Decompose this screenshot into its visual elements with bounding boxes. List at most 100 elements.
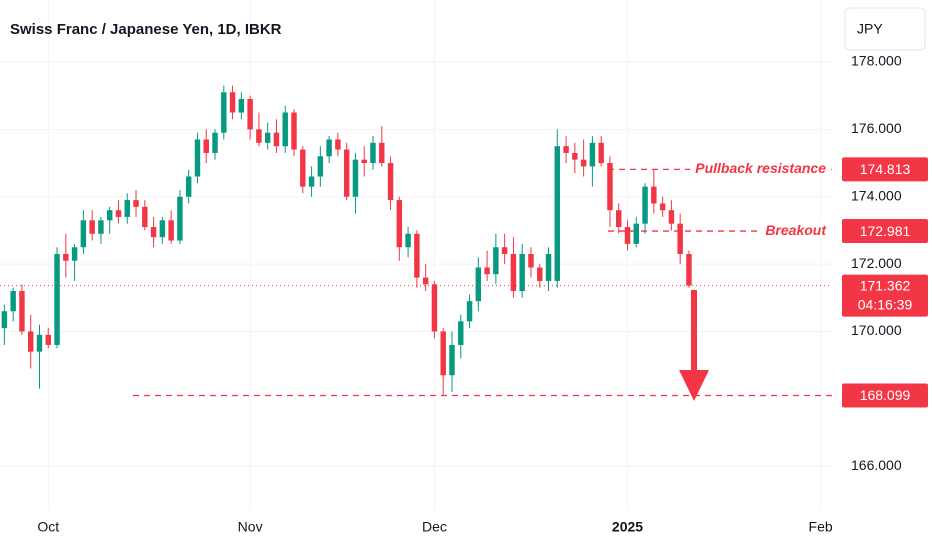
- candle-body: [387, 163, 394, 201]
- currency-label[interactable]: JPY: [857, 21, 883, 37]
- currency-button[interactable]: [844, 7, 926, 51]
- y-tick-label: 172.000: [851, 255, 902, 271]
- candle-body: [493, 247, 499, 275]
- candle-body: [124, 200, 130, 217]
- candle-body: [458, 321, 464, 345]
- last-price-label: 171.362: [860, 277, 911, 293]
- candle-body: [264, 132, 271, 143]
- candle-body: [45, 334, 51, 345]
- candle-body: [80, 220, 87, 248]
- candle-body: [10, 291, 16, 312]
- last-price-box: [842, 274, 928, 317]
- candle-body: [668, 210, 675, 224]
- candle-body: [475, 267, 482, 302]
- candle-body: [212, 132, 218, 153]
- candle-body: [528, 253, 534, 268]
- down-arrow: [679, 290, 709, 401]
- candles: [1, 85, 692, 396]
- candle-body: [335, 139, 341, 150]
- level-name: Pullback resistance: [695, 160, 826, 176]
- candle-body: [203, 139, 209, 153]
- arrow-head: [679, 370, 709, 401]
- candle-body: [379, 142, 385, 164]
- candle-body: [563, 146, 569, 153]
- level-name-bg: [760, 221, 833, 238]
- x-tick-label: 2025: [612, 519, 643, 535]
- candle-body: [19, 291, 25, 332]
- x-tick-label: Feb: [809, 519, 833, 535]
- candle-body: [598, 142, 604, 164]
- price-label: 168.099: [860, 387, 911, 403]
- y-tick-label: 176.000: [851, 120, 902, 136]
- levels: Pullback resistance Breakout: [0, 160, 833, 397]
- candle-body: [36, 334, 43, 352]
- price-label-box: [842, 157, 928, 182]
- candle-body: [221, 92, 227, 133]
- candle-body: [317, 156, 324, 177]
- candle-body: [519, 253, 525, 292]
- candle-body: [177, 196, 183, 241]
- candle-body: [396, 200, 403, 248]
- candle-body: [133, 200, 139, 207]
- candle-body: [168, 220, 174, 241]
- candle-body: [63, 253, 69, 261]
- candle-body: [343, 149, 350, 197]
- candle-body: [545, 253, 552, 281]
- chart-title: Swiss Franc / Japanese Yen, 1D, IBKR: [10, 21, 282, 38]
- candle-body: [431, 284, 438, 332]
- x-tick-label: Nov: [238, 519, 263, 535]
- price-label: 174.813: [860, 161, 911, 177]
- y-tick-label: 170.000: [851, 322, 902, 338]
- candle-body: [352, 159, 359, 197]
- countdown-label: 04:16:39: [858, 296, 913, 312]
- candle-body: [440, 331, 446, 376]
- candle-body: [659, 203, 666, 211]
- candle-body: [194, 139, 201, 177]
- y-tick-label: 178.000: [851, 53, 902, 69]
- candle-body: [159, 220, 166, 238]
- price-label-box: [842, 219, 928, 244]
- candle-body: [589, 142, 596, 167]
- candle-body: [642, 186, 648, 224]
- x-tick-label: Oct: [37, 519, 59, 535]
- candle-body: [98, 220, 104, 234]
- candle-body: [308, 176, 315, 187]
- candle-body: [300, 149, 306, 187]
- candle-body: [580, 159, 587, 167]
- candle-body: [616, 210, 622, 228]
- candle-body: [414, 233, 420, 278]
- candle-body: [466, 301, 473, 322]
- candle-body: [422, 277, 429, 285]
- candle-body: [54, 253, 60, 345]
- price-label: 172.981: [860, 223, 911, 239]
- candle-body: [150, 227, 157, 238]
- candle-body: [89, 220, 95, 234]
- candle-body: [238, 99, 245, 113]
- candle-body: [537, 267, 543, 281]
- grid: [0, 0, 832, 510]
- candle-body: [326, 139, 332, 157]
- candle-body: [71, 247, 78, 261]
- y-tick-label: 166.000: [851, 457, 902, 473]
- candle-body: [484, 267, 490, 275]
- candle-body: [501, 247, 508, 254]
- candle-body: [229, 92, 236, 113]
- candle-body: [106, 210, 113, 221]
- candle-body: [185, 176, 192, 197]
- price-label-box: [842, 383, 928, 408]
- x-tick-label: Dec: [422, 519, 447, 535]
- candle-body: [607, 163, 613, 211]
- candle-body: [361, 159, 367, 164]
- candle-body: [554, 146, 561, 281]
- candle-body: [282, 112, 288, 147]
- candle-body: [291, 112, 297, 150]
- candle-body: [256, 129, 262, 143]
- candle-body: [27, 331, 34, 352]
- candle-body: [247, 99, 253, 130]
- y-tick-label: 174.000: [851, 187, 902, 203]
- candle-body: [405, 233, 411, 248]
- candle-body: [449, 344, 455, 376]
- candle-body: [370, 142, 376, 164]
- candle-body: [142, 206, 148, 228]
